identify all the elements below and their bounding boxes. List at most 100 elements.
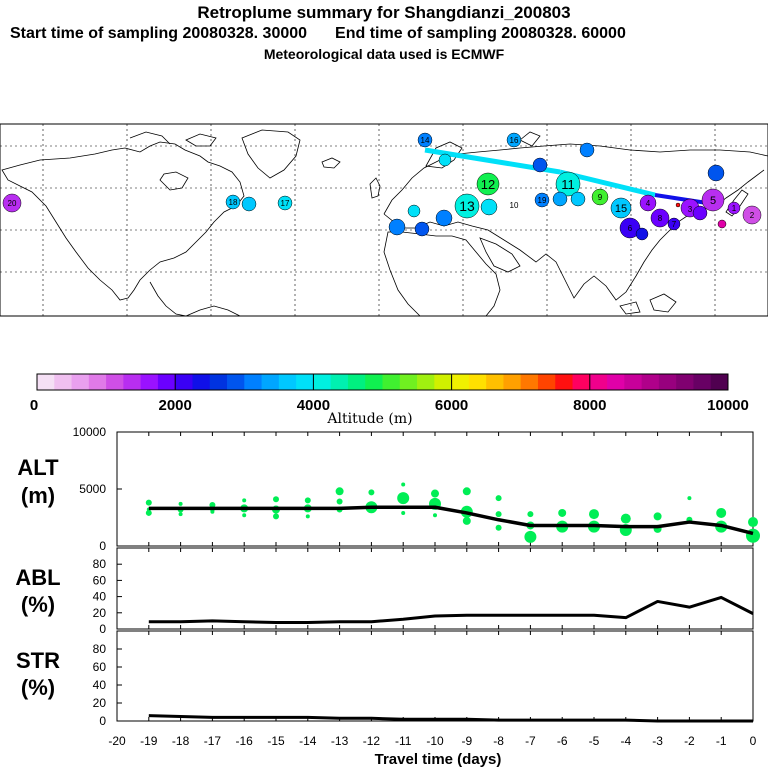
x-tick-label: -13 <box>331 734 349 748</box>
alt-point <box>368 489 375 496</box>
japan-outline <box>725 189 749 217</box>
panel-frame <box>116 630 754 722</box>
x-tick-label: -6 <box>557 734 568 748</box>
altitude-colorbar: 0 2000 4000 6000 8000 10000 Altitude (m) <box>30 373 749 427</box>
x-tick-labels: -20 -19 -18 -17 -16 -15 -14 -13 -12 -11 -10 -9 -8 -7-… <box>108 734 756 748</box>
colorbar-cell <box>330 374 349 390</box>
alt-point <box>178 512 183 517</box>
x-tick-label: -12 <box>363 734 381 748</box>
x-tick-label: -4 <box>620 734 631 748</box>
x-tick-label: -19 <box>140 734 158 748</box>
map-number: 5 <box>710 195 716 207</box>
baffin-island <box>185 133 217 147</box>
map-number: 17 <box>281 199 290 208</box>
alt-point <box>620 513 631 524</box>
x-tick-label: -15 <box>267 734 285 748</box>
x-tick-label: -8 <box>493 734 504 748</box>
colorbar-cell <box>555 374 574 390</box>
map-number: 6 <box>628 224 633 233</box>
plume-circle <box>506 132 522 148</box>
alt-point <box>748 517 758 528</box>
colorbar-cell <box>710 374 729 390</box>
plume-circle <box>639 194 657 212</box>
colorbar-tick-label: 6000 <box>435 397 468 414</box>
map-number: 3 <box>688 205 693 214</box>
colorbar-cell <box>54 374 73 390</box>
colorbar-cell <box>313 374 332 390</box>
map-number: 15 <box>615 203 627 215</box>
colorbar-cell <box>486 374 504 390</box>
colorbar-cell <box>693 374 712 390</box>
colorbar-cell <box>192 374 211 390</box>
map-number: 13 <box>459 198 475 214</box>
plume-circle <box>717 219 727 229</box>
colorbar-cell <box>468 374 487 390</box>
x-tick-label: -16 <box>236 734 254 748</box>
colorbar-frame <box>36 373 729 391</box>
colorbar-cell <box>278 374 297 390</box>
y-tick-label: 5000 <box>79 482 106 496</box>
colorbar-cell <box>503 374 522 390</box>
alt-point <box>716 507 727 518</box>
y-tick-label: 60 <box>93 573 107 587</box>
map-number-labels: 14 16 13 12 11 9 17 18 19 10 15 4 3 8 5 … <box>8 136 755 233</box>
plume-circle <box>438 153 452 167</box>
colorbar-cell <box>106 374 124 390</box>
plume-circle <box>579 142 595 158</box>
alt-point <box>687 496 692 501</box>
x-tick-label: -10 <box>426 734 444 748</box>
plume-circle <box>692 205 708 221</box>
y-tick-label: 0 <box>99 539 106 553</box>
alt-point <box>242 498 247 503</box>
alt-point <box>527 511 534 518</box>
colorbar-tick-label: 4000 <box>297 397 330 414</box>
alt-point <box>210 509 215 514</box>
panel-unit: (%) <box>21 675 55 700</box>
abl-panel: ABL(%) 80 60 40 20 0 <box>15 547 754 636</box>
colorbar-cell <box>157 374 176 390</box>
x-tick-label: -20 <box>108 734 126 748</box>
colorbar-cell <box>607 374 625 390</box>
abl-line <box>148 595 754 625</box>
plume-circle <box>570 191 586 207</box>
eurasia-north-coast <box>383 143 768 215</box>
y-tick-label: 60 <box>93 660 107 674</box>
colorbar-cell <box>537 374 556 390</box>
alt-point <box>273 496 279 503</box>
colorbar-cell <box>520 374 539 390</box>
alt-point <box>589 509 599 520</box>
alt-point <box>495 495 502 502</box>
y-tick-label: 10000 <box>73 425 107 439</box>
colorbar-cell <box>140 374 159 390</box>
colorbar-cell <box>37 374 55 390</box>
colorbar-cell <box>347 374 366 390</box>
map-number: 10 <box>510 201 519 210</box>
colorbar-cell <box>209 374 228 390</box>
alt-point <box>304 497 311 504</box>
map-number: 1 <box>732 204 737 213</box>
plume-circle <box>476 172 500 196</box>
east-asia-coast <box>715 169 765 207</box>
coastlines <box>1 129 768 317</box>
colorbar-cell <box>572 374 591 390</box>
x-tick-label: -14 <box>299 734 317 748</box>
x-tick-label: -18 <box>172 734 190 748</box>
plume-circle <box>532 157 548 173</box>
plume-circle <box>435 209 453 227</box>
map-number: 12 <box>481 177 495 192</box>
map-number: 2 <box>750 211 755 220</box>
map-number: 16 <box>510 136 519 145</box>
y-tick-label: 40 <box>93 590 107 604</box>
colorbar-cell <box>175 374 193 390</box>
colorbar-tick-label: 8000 <box>573 397 606 414</box>
y-tick-label: 20 <box>93 606 107 620</box>
colorbar-cell <box>658 374 677 390</box>
map-number: 19 <box>538 196 547 205</box>
alt-point <box>433 513 437 518</box>
plume-circle <box>591 188 609 206</box>
colorbar-cell <box>296 374 314 390</box>
colorbar-tick-label: 2000 <box>159 397 192 414</box>
plume-circle <box>610 197 632 219</box>
y-tick-label: 20 <box>93 696 107 710</box>
